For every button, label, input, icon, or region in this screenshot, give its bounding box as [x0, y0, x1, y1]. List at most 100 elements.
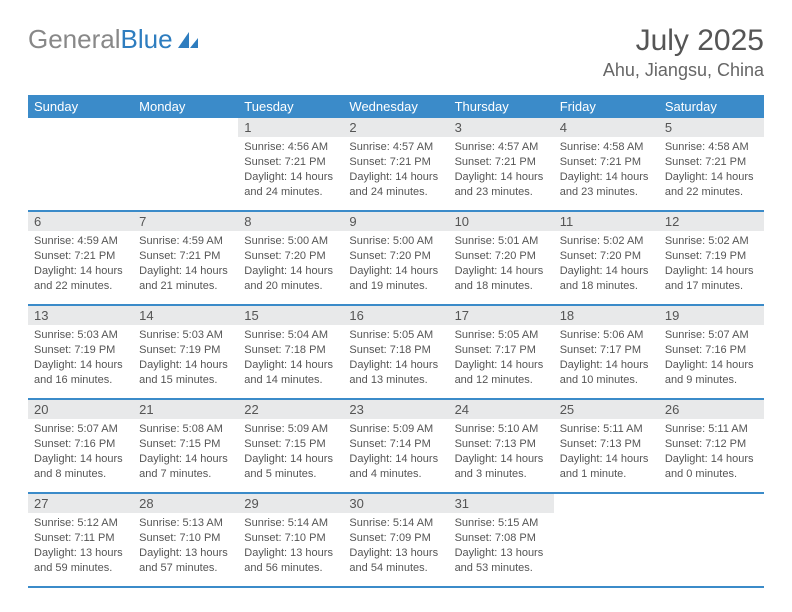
day-details: Sunrise: 4:59 AMSunset: 7:21 PMDaylight:…: [133, 231, 238, 297]
day-text-empty: [133, 137, 238, 144]
logo-sail-icon: [176, 30, 200, 50]
calendar-cell: 31Sunrise: 5:15 AMSunset: 7:08 PMDayligh…: [449, 493, 554, 587]
day-number: 11: [554, 212, 659, 231]
day-details: Sunrise: 5:05 AMSunset: 7:18 PMDaylight:…: [343, 325, 448, 391]
day-number: 12: [659, 212, 764, 231]
calendar-cell: 18Sunrise: 5:06 AMSunset: 7:17 PMDayligh…: [554, 305, 659, 399]
day-details: Sunrise: 5:13 AMSunset: 7:10 PMDaylight:…: [133, 513, 238, 579]
day-number: 8: [238, 212, 343, 231]
day-details: Sunrise: 4:58 AMSunset: 7:21 PMDaylight:…: [659, 137, 764, 203]
calendar-cell: 20Sunrise: 5:07 AMSunset: 7:16 PMDayligh…: [28, 399, 133, 493]
calendar-cell: 23Sunrise: 5:09 AMSunset: 7:14 PMDayligh…: [343, 399, 448, 493]
calendar-cell: 3Sunrise: 4:57 AMSunset: 7:21 PMDaylight…: [449, 118, 554, 211]
calendar-cell: 24Sunrise: 5:10 AMSunset: 7:13 PMDayligh…: [449, 399, 554, 493]
day-details: Sunrise: 5:07 AMSunset: 7:16 PMDaylight:…: [659, 325, 764, 391]
day-number: 4: [554, 118, 659, 137]
day-number: 23: [343, 400, 448, 419]
calendar-cell: 28Sunrise: 5:13 AMSunset: 7:10 PMDayligh…: [133, 493, 238, 587]
calendar-cell: 1Sunrise: 4:56 AMSunset: 7:21 PMDaylight…: [238, 118, 343, 211]
calendar-cell: 14Sunrise: 5:03 AMSunset: 7:19 PMDayligh…: [133, 305, 238, 399]
calendar-row: 20Sunrise: 5:07 AMSunset: 7:16 PMDayligh…: [28, 399, 764, 493]
day-number: 30: [343, 494, 448, 513]
calendar-cell: 11Sunrise: 5:02 AMSunset: 7:20 PMDayligh…: [554, 211, 659, 305]
location: Ahu, Jiangsu, China: [603, 60, 764, 81]
day-number: 25: [554, 400, 659, 419]
day-number-empty: [28, 118, 133, 137]
day-details: Sunrise: 5:11 AMSunset: 7:13 PMDaylight:…: [554, 419, 659, 485]
calendar-cell: [133, 118, 238, 211]
day-details: Sunrise: 5:05 AMSunset: 7:17 PMDaylight:…: [449, 325, 554, 391]
calendar-cell: 29Sunrise: 5:14 AMSunset: 7:10 PMDayligh…: [238, 493, 343, 587]
day-number: 21: [133, 400, 238, 419]
calendar-cell: 4Sunrise: 4:58 AMSunset: 7:21 PMDaylight…: [554, 118, 659, 211]
day-details: Sunrise: 5:15 AMSunset: 7:08 PMDaylight:…: [449, 513, 554, 579]
day-number: 5: [659, 118, 764, 137]
day-number: 19: [659, 306, 764, 325]
day-details: Sunrise: 4:56 AMSunset: 7:21 PMDaylight:…: [238, 137, 343, 203]
calendar-row: 6Sunrise: 4:59 AMSunset: 7:21 PMDaylight…: [28, 211, 764, 305]
calendar-cell: 9Sunrise: 5:00 AMSunset: 7:20 PMDaylight…: [343, 211, 448, 305]
calendar-cell: [554, 493, 659, 587]
logo: GeneralBlue: [28, 24, 200, 55]
calendar-cell: 6Sunrise: 4:59 AMSunset: 7:21 PMDaylight…: [28, 211, 133, 305]
day-number: 3: [449, 118, 554, 137]
day-number: 29: [238, 494, 343, 513]
day-number-empty: [133, 118, 238, 137]
day-text-empty: [659, 513, 764, 520]
day-number: 22: [238, 400, 343, 419]
weekday-header: Tuesday: [238, 95, 343, 118]
calendar-body: 1Sunrise: 4:56 AMSunset: 7:21 PMDaylight…: [28, 118, 764, 587]
calendar-cell: 8Sunrise: 5:00 AMSunset: 7:20 PMDaylight…: [238, 211, 343, 305]
day-details: Sunrise: 5:00 AMSunset: 7:20 PMDaylight:…: [343, 231, 448, 297]
calendar-cell: 16Sunrise: 5:05 AMSunset: 7:18 PMDayligh…: [343, 305, 448, 399]
day-details: Sunrise: 5:07 AMSunset: 7:16 PMDaylight:…: [28, 419, 133, 485]
day-number: 31: [449, 494, 554, 513]
day-number: 1: [238, 118, 343, 137]
day-details: Sunrise: 5:03 AMSunset: 7:19 PMDaylight:…: [28, 325, 133, 391]
day-number: 26: [659, 400, 764, 419]
day-number: 6: [28, 212, 133, 231]
calendar-cell: 13Sunrise: 5:03 AMSunset: 7:19 PMDayligh…: [28, 305, 133, 399]
day-number: 7: [133, 212, 238, 231]
day-details: Sunrise: 5:03 AMSunset: 7:19 PMDaylight:…: [133, 325, 238, 391]
day-details: Sunrise: 5:09 AMSunset: 7:15 PMDaylight:…: [238, 419, 343, 485]
day-details: Sunrise: 5:14 AMSunset: 7:10 PMDaylight:…: [238, 513, 343, 579]
day-details: Sunrise: 5:02 AMSunset: 7:19 PMDaylight:…: [659, 231, 764, 297]
calendar-cell: 27Sunrise: 5:12 AMSunset: 7:11 PMDayligh…: [28, 493, 133, 587]
day-number: 20: [28, 400, 133, 419]
calendar-row: 1Sunrise: 4:56 AMSunset: 7:21 PMDaylight…: [28, 118, 764, 211]
weekday-header: Friday: [554, 95, 659, 118]
calendar-cell: 5Sunrise: 4:58 AMSunset: 7:21 PMDaylight…: [659, 118, 764, 211]
day-number: 13: [28, 306, 133, 325]
day-number: 10: [449, 212, 554, 231]
weekday-header: Thursday: [449, 95, 554, 118]
calendar-row: 27Sunrise: 5:12 AMSunset: 7:11 PMDayligh…: [28, 493, 764, 587]
calendar-cell: 21Sunrise: 5:08 AMSunset: 7:15 PMDayligh…: [133, 399, 238, 493]
day-details: Sunrise: 4:57 AMSunset: 7:21 PMDaylight:…: [343, 137, 448, 203]
day-number: 24: [449, 400, 554, 419]
day-details: Sunrise: 5:01 AMSunset: 7:20 PMDaylight:…: [449, 231, 554, 297]
day-number: 2: [343, 118, 448, 137]
calendar-cell: 12Sunrise: 5:02 AMSunset: 7:19 PMDayligh…: [659, 211, 764, 305]
day-text-empty: [28, 137, 133, 144]
calendar-row: 13Sunrise: 5:03 AMSunset: 7:19 PMDayligh…: [28, 305, 764, 399]
day-details: Sunrise: 5:11 AMSunset: 7:12 PMDaylight:…: [659, 419, 764, 485]
calendar-cell: [28, 118, 133, 211]
weekday-header: Monday: [133, 95, 238, 118]
day-details: Sunrise: 5:14 AMSunset: 7:09 PMDaylight:…: [343, 513, 448, 579]
day-details: Sunrise: 4:58 AMSunset: 7:21 PMDaylight:…: [554, 137, 659, 203]
calendar-cell: 7Sunrise: 4:59 AMSunset: 7:21 PMDaylight…: [133, 211, 238, 305]
header: GeneralBlue July 2025 Ahu, Jiangsu, Chin…: [28, 24, 764, 81]
weekday-header: Wednesday: [343, 95, 448, 118]
day-details: Sunrise: 5:02 AMSunset: 7:20 PMDaylight:…: [554, 231, 659, 297]
day-number-empty: [554, 494, 659, 513]
calendar-table: SundayMondayTuesdayWednesdayThursdayFrid…: [28, 95, 764, 588]
weekday-header: Saturday: [659, 95, 764, 118]
month-title: July 2025: [603, 24, 764, 58]
day-number: 9: [343, 212, 448, 231]
page: GeneralBlue July 2025 Ahu, Jiangsu, Chin…: [0, 0, 792, 588]
day-text-empty: [554, 513, 659, 520]
day-details: Sunrise: 4:57 AMSunset: 7:21 PMDaylight:…: [449, 137, 554, 203]
calendar-cell: 2Sunrise: 4:57 AMSunset: 7:21 PMDaylight…: [343, 118, 448, 211]
day-details: Sunrise: 5:09 AMSunset: 7:14 PMDaylight:…: [343, 419, 448, 485]
